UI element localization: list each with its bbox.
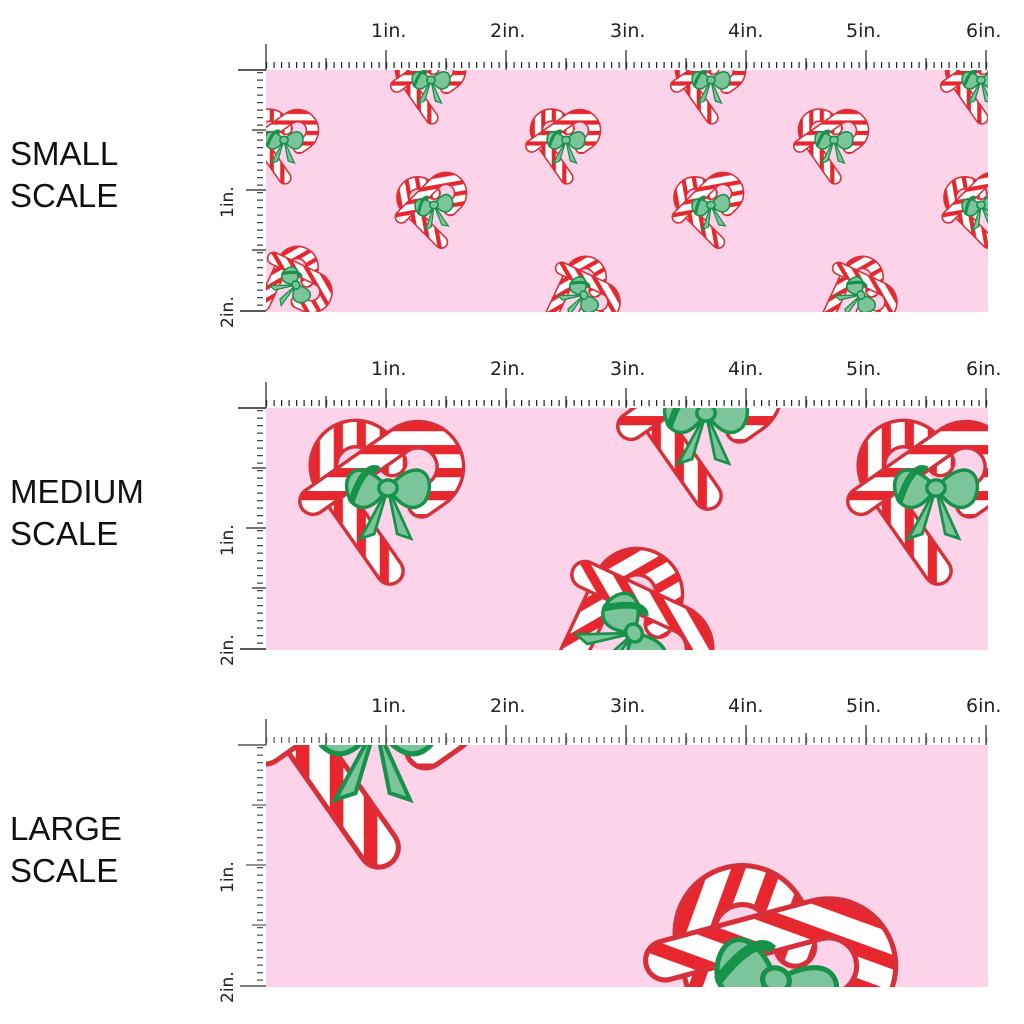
ruler-tick-4in: 4in.: [728, 358, 764, 380]
ruler-ticks-h: [265, 44, 988, 70]
horizontal-ruler: 1in. 2in. 3in. 4in. 5in. 6in.: [200, 685, 1024, 745]
small-scale-label: SMALL SCALE: [10, 133, 118, 217]
medium-fabric-swatch[interactable]: [266, 408, 988, 650]
ruler-tick-1in: 1in.: [371, 358, 407, 380]
candy-cane-pattern: [266, 745, 988, 987]
ruler-tick-2in: 2in.: [490, 358, 526, 380]
medium-scale-panel: 1in. 2in. 3in. 4in. 5in. 6in. 1in. 2in.: [200, 348, 1024, 666]
ruler-tick-3in: 3in.: [610, 695, 646, 717]
ruler-tick-v-1in: 1in.: [218, 524, 238, 556]
ruler-tick-4in: 4in.: [728, 20, 764, 42]
horizontal-ruler: 1in. 2in. 3in. 4in. 5in. 6in.: [200, 10, 1024, 70]
small-fabric-swatch[interactable]: [266, 70, 988, 312]
ruler-tick-5in: 5in.: [846, 20, 882, 42]
medium-label-line1: MEDIUM: [10, 473, 144, 510]
large-scale-label: LARGE SCALE: [10, 808, 122, 892]
ruler-tick-v-1in: 1in.: [218, 861, 238, 893]
small-label-line2: SCALE: [10, 177, 119, 214]
ruler-ticks-v: [238, 744, 266, 987]
ruler-tick-6in: 6in.: [966, 358, 1002, 380]
large-label-line1: LARGE: [10, 810, 122, 847]
ruler-ticks-v: [238, 407, 266, 650]
ruler-tick-v-2in: 2in.: [218, 971, 238, 1003]
small-scale-panel: 1in. 2in. 3in. 4in. 5in. 6in. 1in. 2in.: [200, 10, 1024, 328]
large-label-line2: SCALE: [10, 852, 119, 889]
horizontal-ruler: 1in. 2in. 3in. 4in. 5in. 6in.: [200, 348, 1024, 408]
ruler-tick-2in: 2in.: [490, 695, 526, 717]
ruler-tick-3in: 3in.: [610, 20, 646, 42]
large-scale-panel: 1in. 2in. 3in. 4in. 5in. 6in. 1in. 2in.: [200, 685, 1024, 1003]
ruler-ticks-h: [265, 382, 988, 408]
ruler-tick-3in: 3in.: [610, 358, 646, 380]
ruler-tick-v-1in: 1in.: [218, 186, 238, 218]
ruler-tick-v-2in: 2in.: [218, 296, 238, 328]
candy-cane-pattern: [266, 408, 988, 650]
candy-cane-pattern: [266, 70, 988, 312]
ruler-tick-6in: 6in.: [966, 20, 1002, 42]
medium-label-line2: SCALE: [10, 515, 119, 552]
large-fabric-swatch[interactable]: [266, 745, 988, 987]
small-label-line1: SMALL: [10, 135, 119, 172]
ruler-ticks-h: [265, 719, 988, 745]
ruler-tick-5in: 5in.: [846, 695, 882, 717]
ruler-tick-2in: 2in.: [490, 20, 526, 42]
ruler-tick-6in: 6in.: [966, 695, 1002, 717]
ruler-tick-5in: 5in.: [846, 358, 882, 380]
ruler-tick-v-2in: 2in.: [218, 634, 238, 666]
ruler-tick-4in: 4in.: [728, 695, 764, 717]
ruler-tick-1in: 1in.: [371, 20, 407, 42]
ruler-ticks-v: [238, 69, 266, 312]
medium-scale-label: MEDIUM SCALE: [10, 471, 144, 555]
ruler-tick-1in: 1in.: [371, 695, 407, 717]
